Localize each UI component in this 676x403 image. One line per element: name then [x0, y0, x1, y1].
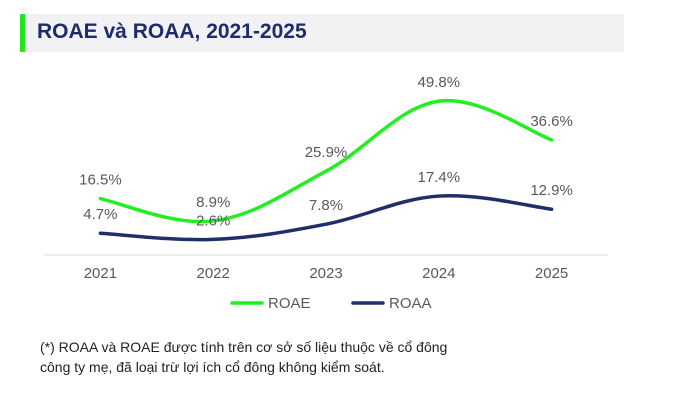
footnote: (*) ROAA và ROAE được tính trên cơ sở số… [40, 337, 600, 377]
x-tick-2023: 2023 [309, 265, 342, 282]
chart-title: ROAE và ROAA, 2021-2025 [37, 20, 307, 43]
roae-label-2022: 8.9% [196, 194, 230, 211]
legend-label-roae: ROAE [268, 295, 311, 312]
title-accent-bar [20, 14, 25, 52]
roaa-label-2023: 7.8% [309, 197, 343, 214]
roae-label-2023: 25.9% [305, 144, 348, 161]
x-axis-ticks: 2021 2022 2023 2024 2025 [84, 265, 569, 282]
roaa-line [98, 193, 554, 242]
x-tick-2021: 2021 [84, 265, 117, 282]
data-labels: 16.5% 8.9% 25.9% 49.8% 36.6% 4.7% 2.6% 7.8% 17.4… [79, 74, 573, 229]
roaa-label-2022: 2.6% [196, 212, 230, 229]
legend: ROAE ROAA [230, 295, 432, 312]
footnote-line-1: (*) ROAA và ROAE được tính trên cơ sở số… [40, 339, 448, 355]
legend-item-roae: ROAE [230, 295, 311, 312]
roae-label-2024: 49.8% [418, 74, 461, 91]
x-tick-2022: 2022 [197, 265, 230, 282]
x-tick-2025: 2025 [535, 265, 568, 282]
footnote-line-2: công ty mẹ, đã loại trừ lợi ích cổ đông … [40, 359, 385, 375]
roaa-label-2024: 17.4% [418, 169, 461, 186]
roaa-label-2021: 4.7% [83, 206, 117, 223]
series-layer [98, 98, 554, 242]
legend-item-roaa: ROAA [351, 295, 432, 312]
title-bar: ROAE và ROAA, 2021-2025 [20, 14, 624, 52]
x-tick-2024: 2024 [422, 265, 455, 282]
roae-label-2025: 36.6% [530, 113, 573, 130]
roae-label-2021: 16.5% [79, 172, 122, 189]
legend-label-roaa: ROAA [389, 295, 432, 312]
roaa-label-2025: 12.9% [530, 182, 573, 199]
roae-line [98, 98, 554, 224]
